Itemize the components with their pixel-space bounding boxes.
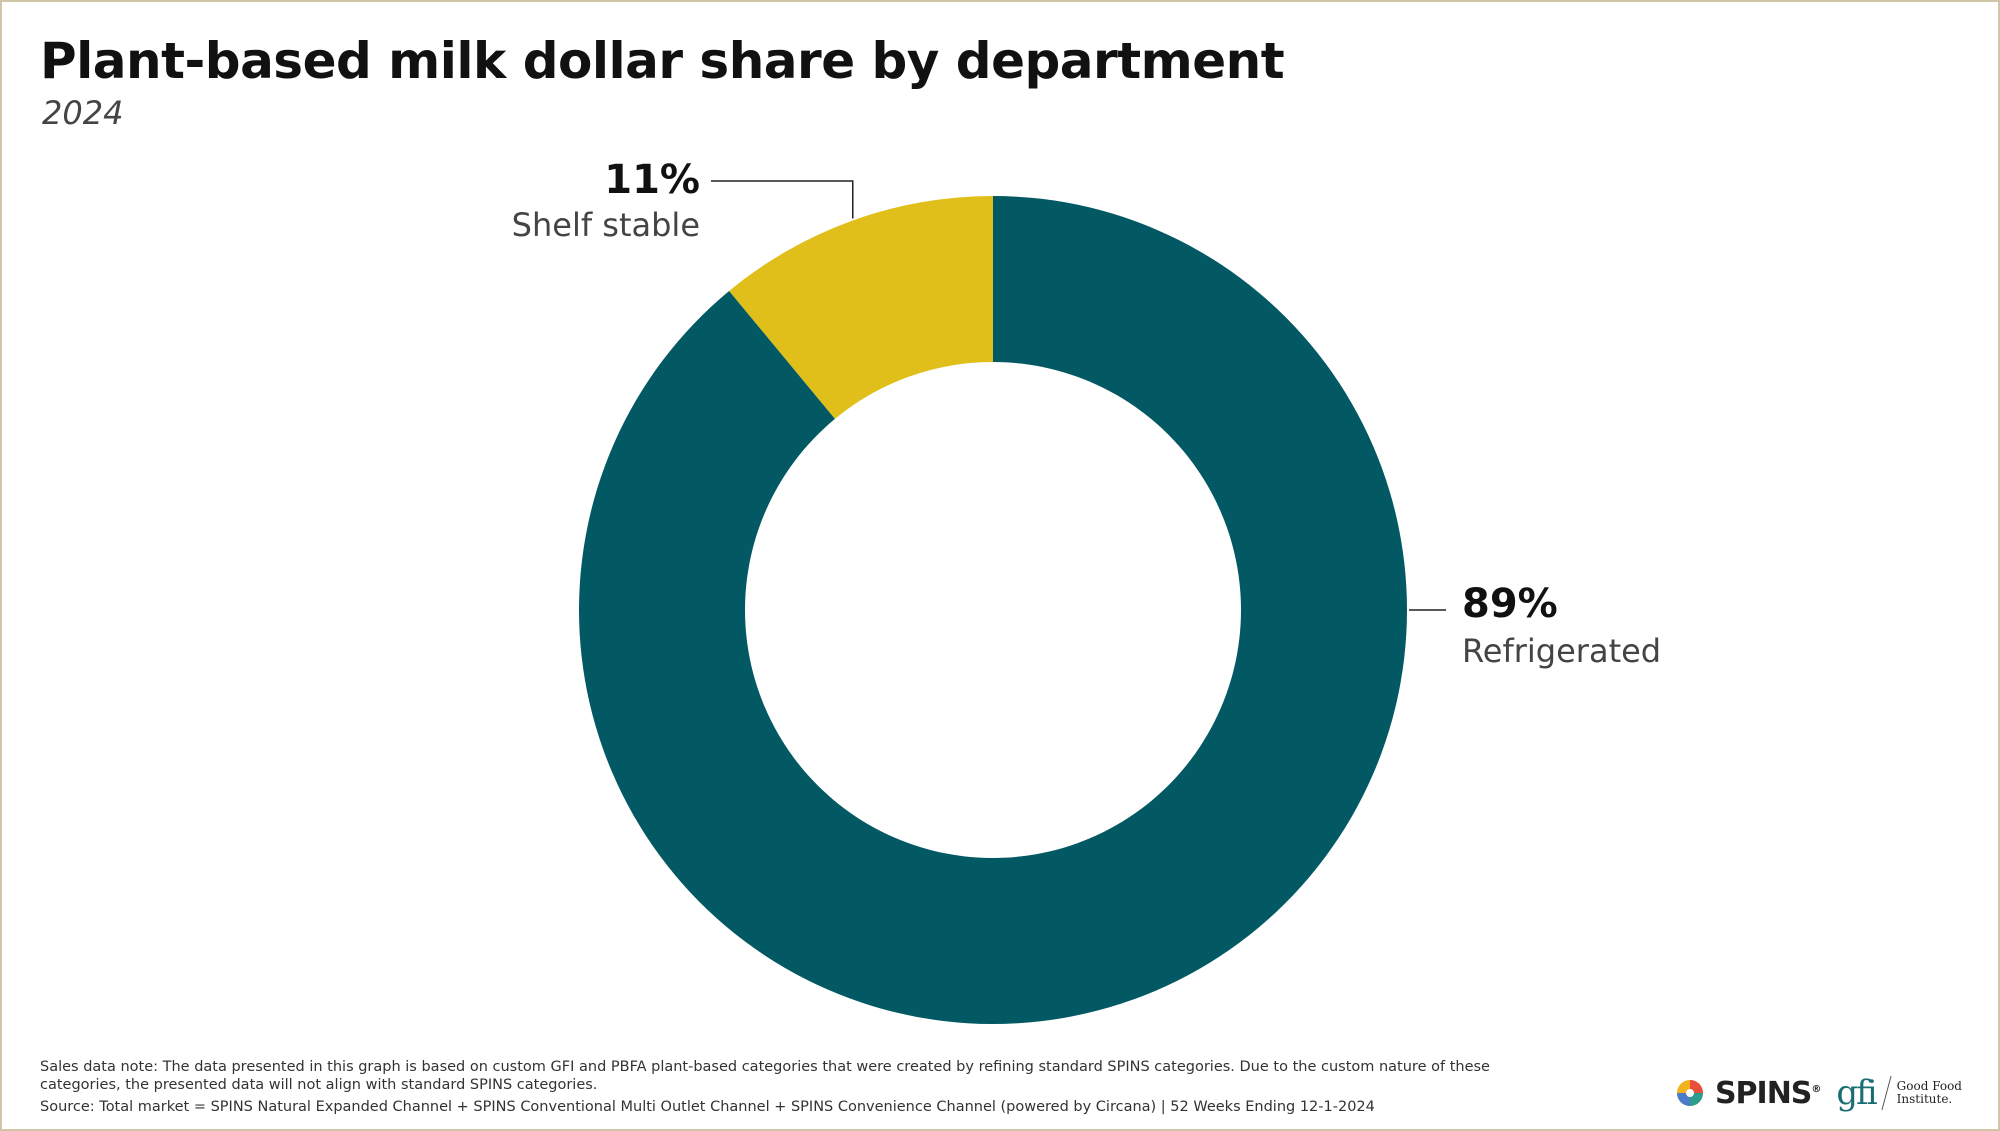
chart-title: Plant-based milk dollar share by departm…	[40, 32, 1285, 90]
leader-line-shelf-stable	[711, 180, 854, 219]
gfi-name: Good Food Institute.	[1896, 1079, 1962, 1106]
data-label-shelf-stable-value: 11%	[604, 157, 700, 203]
gfi-separator	[1881, 1076, 1892, 1110]
spins-globe-icon	[1676, 1080, 1703, 1106]
slice-shelf-stable	[729, 196, 993, 419]
data-label-shelf-stable-name: Shelf stable	[512, 206, 700, 244]
sales-data-note: Sales data note: The data presented in t…	[40, 1059, 1490, 1093]
chart-subtitle: 2024	[42, 94, 124, 132]
source-note: Source: Total market = SPINS Natural Exp…	[40, 1099, 1375, 1115]
logos: SPINS® gfi Good Food Institute.	[1675, 1073, 1962, 1113]
gfi-logo: gfi	[1836, 1073, 1877, 1113]
data-label-refrigerated-name: Refrigerated	[1462, 632, 1661, 670]
slice-refrigerated	[579, 196, 1407, 1024]
spins-logo: SPINS®	[1714, 1075, 1821, 1111]
data-label-refrigerated-value: 89%	[1462, 581, 1558, 627]
